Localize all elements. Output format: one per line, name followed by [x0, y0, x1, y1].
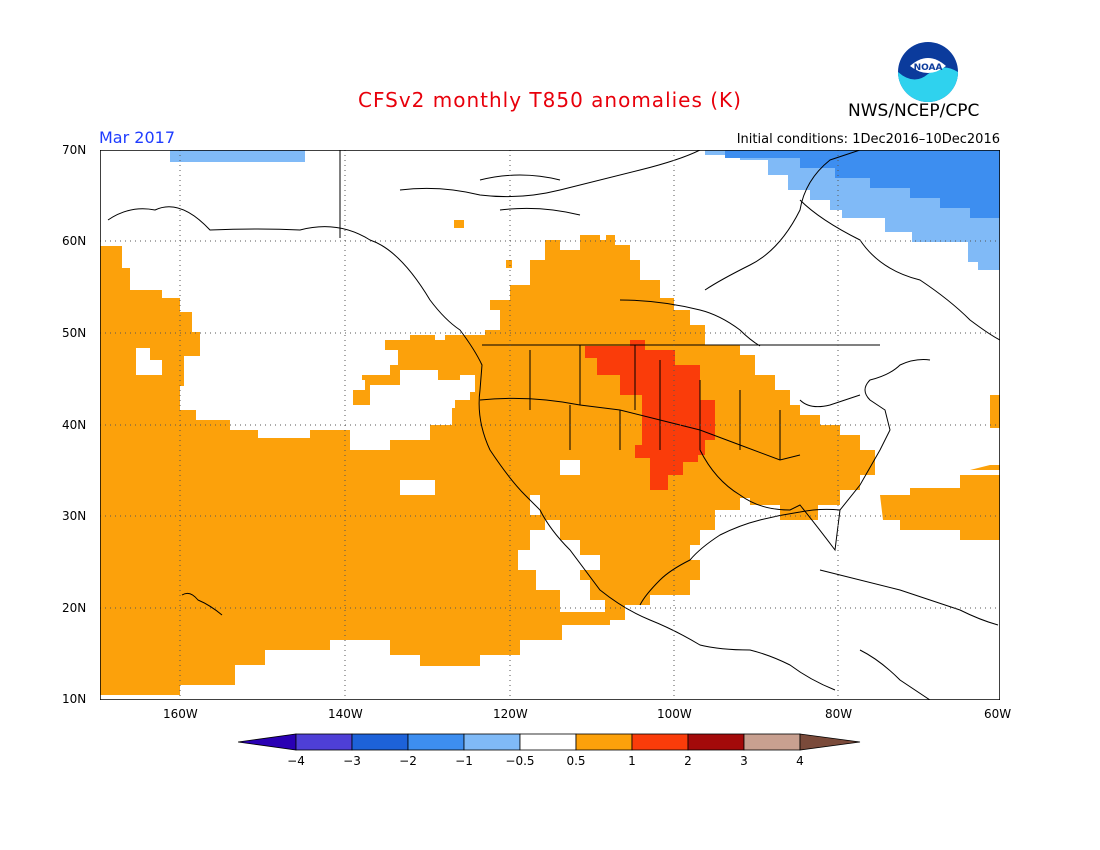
- colorbar-label: 4: [796, 754, 804, 768]
- colorbar-label: −4: [287, 754, 305, 768]
- anomaly-map: [100, 150, 1000, 700]
- lon-label-140w: 140W: [328, 707, 363, 721]
- colorbar-label: 2: [684, 754, 692, 768]
- svg-text:NOAA: NOAA: [914, 63, 943, 73]
- cool-anomaly-arctic-light: [170, 150, 1000, 270]
- lat-label-60n: 60N: [62, 234, 87, 248]
- warm-anomaly-north-america: [353, 235, 875, 620]
- colorbar-label: −0.5: [505, 754, 534, 768]
- lat-label-20n: 20N: [62, 601, 87, 615]
- lat-label-50n: 50N: [62, 326, 87, 340]
- colorbar-swatch: [295, 733, 353, 751]
- colorbar-swatch: [575, 733, 633, 751]
- colorbar-label: −1: [455, 754, 473, 768]
- colorbar-swatch: [407, 733, 465, 751]
- noaa-logo: NOAA: [898, 42, 958, 102]
- lat-label-10n: 10N: [62, 692, 87, 706]
- forecast-period: Mar 2017: [99, 128, 175, 147]
- colorbar-swatch: [351, 733, 409, 751]
- lon-label-120w: 120W: [493, 707, 528, 721]
- lat-label-40n: 40N: [62, 418, 87, 432]
- lon-label-80w: 80W: [825, 707, 853, 721]
- colorbar: −4 −3 −2 −1 −0.5 0.5 1 2 3 4: [238, 733, 861, 768]
- cool-anomaly-arctic-dark: [725, 150, 1000, 218]
- colorbar-label: 0.5: [566, 754, 585, 768]
- warm-anomaly-pacific: [100, 246, 610, 695]
- lat-label-30n: 30N: [62, 509, 87, 523]
- strong-warm-anomaly: [585, 340, 715, 490]
- colorbar-swatch: [743, 733, 801, 751]
- colorbar-label: 1: [628, 754, 636, 768]
- warm-anomaly-atlantic: [880, 395, 1000, 540]
- colorbar-left-arrow: [238, 733, 297, 751]
- colorbar-swatch: [687, 733, 745, 751]
- initial-conditions: Initial conditions: 1Dec2016–10Dec2016: [736, 132, 1000, 147]
- lon-label-100w: 100W: [657, 707, 692, 721]
- lon-label-60w: 60W: [984, 707, 1012, 721]
- lon-label-160w: 160W: [163, 707, 198, 721]
- lat-label-70n: 70N: [62, 143, 87, 157]
- map-title: CFSv2 monthly T850 anomalies (K): [358, 88, 742, 112]
- agency-label: NWS/NCEP/CPC: [848, 101, 980, 121]
- colorbar-swatch: [631, 733, 689, 751]
- colorbar-label: −2: [399, 754, 417, 768]
- colorbar-label: −3: [343, 754, 361, 768]
- colorbar-right-arrow: [799, 733, 861, 751]
- colorbar-swatch: [463, 733, 521, 751]
- colorbar-swatch: [519, 733, 577, 751]
- colorbar-label: 3: [740, 754, 748, 768]
